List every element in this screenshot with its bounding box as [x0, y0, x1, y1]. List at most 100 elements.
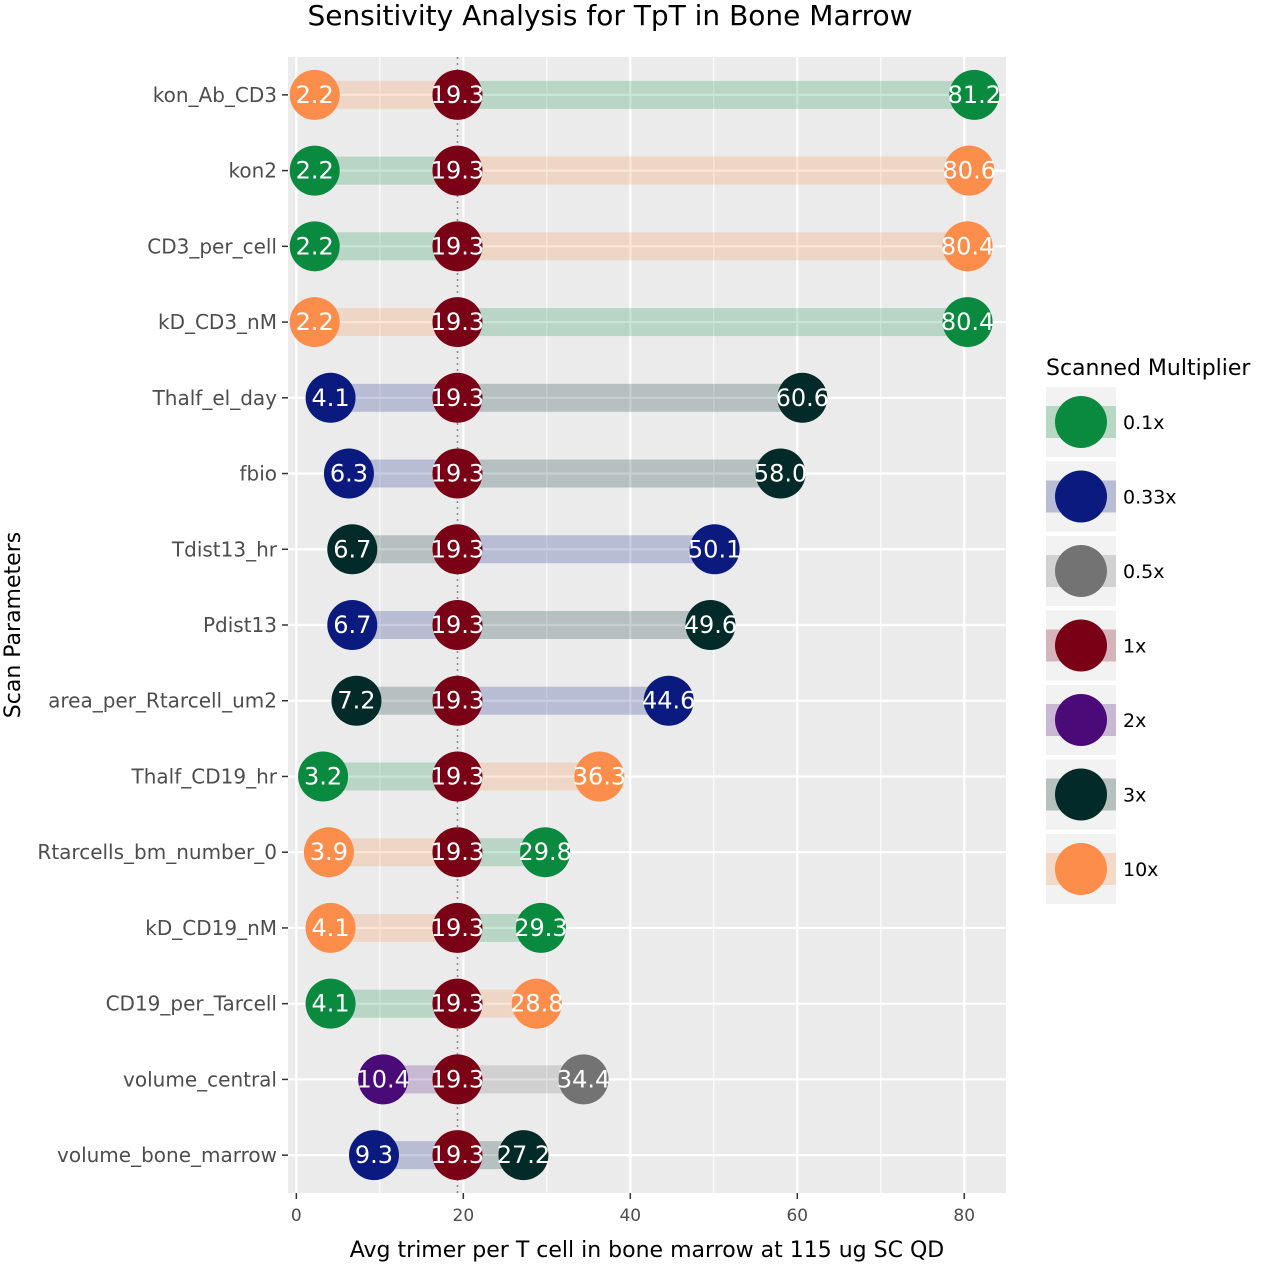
legend-label: 0.33x: [1123, 487, 1177, 509]
y-tick-label: Thalf_CD19_hr: [131, 764, 278, 788]
high-value-label: 80.4: [941, 232, 994, 260]
legend-item-0.1x: 0.1x: [1046, 387, 1164, 457]
row-CD19_per_Tarcell: 4.1 28.8 19.3: [305, 978, 564, 1029]
legend-key-dot: [1055, 545, 1107, 597]
y-tick-label: volume_bone_marrow: [57, 1143, 277, 1167]
high-point: [942, 297, 993, 348]
high-point: [511, 978, 562, 1029]
high-point: [515, 902, 566, 953]
high-point: [944, 145, 995, 196]
low-point: [289, 69, 340, 120]
legend-key-dot: [1055, 619, 1107, 672]
base-point: [432, 751, 483, 802]
base-point: [432, 902, 483, 953]
low-point: [348, 1130, 399, 1181]
legend-label: 2x: [1123, 710, 1146, 732]
y-tick-label: kD_CD19_nM: [145, 916, 277, 940]
x-axis-title: Avg trimer per T cell in bone marrow at …: [350, 1238, 944, 1263]
high-segment: [457, 459, 781, 488]
x-tick-label: 0: [291, 1206, 302, 1226]
high-segment: [457, 232, 968, 261]
high-point: [643, 675, 694, 726]
row-Pdist13: 6.7 49.6 19.3: [327, 600, 737, 650]
row-kD_CD19_nM: 4.1 29.3 19.3: [305, 902, 568, 953]
row-kon_Ab_CD3: 2.2 81.2 19.3: [289, 69, 1001, 120]
high-value-label: 58.0: [754, 460, 807, 488]
base-point: [432, 600, 483, 650]
x-tick-label: 20: [453, 1206, 475, 1226]
high-value-label: 29.3: [514, 914, 567, 942]
base-point: [432, 145, 483, 196]
legend-title: Scanned Multiplier: [1046, 356, 1251, 381]
high-value-label: 80.6: [943, 157, 996, 185]
y-tick-label: kon_Ab_CD3: [153, 83, 277, 107]
high-segment: [457, 383, 803, 412]
legend-item-1x: 1x: [1046, 610, 1146, 681]
high-point: [574, 751, 625, 802]
base-point: [432, 827, 483, 878]
legend-item-3x: 3x: [1046, 759, 1146, 830]
base-point: [432, 524, 483, 575]
low-value-label: 6.3: [330, 460, 368, 488]
low-value-label: 2.2: [296, 308, 334, 336]
high-value-label: 36.3: [573, 762, 626, 790]
low-point: [303, 827, 354, 878]
high-point: [520, 827, 571, 878]
high-value-label: 28.8: [510, 990, 563, 1018]
legend-item-2x: 2x: [1046, 685, 1146, 755]
row-area_per_Rtarcell_um2: 7.2 44.6 19.3: [331, 675, 695, 726]
x-axis: 0 20 40 60 80: [291, 1193, 975, 1226]
legend: Scanned Multiplier 0.1x 0.33x 0.5x 1x 2x 3x 10…: [1046, 356, 1251, 904]
row-volume_central: 10.4 34.4 19.3: [356, 1054, 610, 1105]
high-segment: [457, 611, 711, 639]
low-value-label: 4.1: [311, 384, 349, 412]
low-value-label: 3.9: [310, 838, 348, 866]
row-CD3_per_cell: 2.2 80.4 19.3: [289, 221, 994, 272]
high-point: [755, 448, 806, 499]
y-tick-label: area_per_Rtarcell_um2: [48, 689, 277, 713]
y-tick-label: fbio: [239, 462, 277, 486]
high-value-label: 60.6: [776, 384, 829, 412]
row-kD_CD3_nM: 2.2 80.4 19.3: [289, 297, 994, 348]
x-tick-label: 60: [786, 1206, 808, 1226]
base-value-label: 19.3: [431, 762, 484, 790]
y-axis: kon_Ab_CD3 kon2 CD3_per_cell kD_CD3_nM Thalf…: [37, 83, 288, 1167]
low-value-label: 7.2: [337, 687, 375, 715]
legend-label: 3x: [1123, 785, 1146, 807]
high-value-label: 34.4: [557, 1065, 610, 1093]
base-value-label: 19.3: [431, 611, 484, 639]
low-point: [323, 448, 374, 499]
low-point: [298, 751, 349, 802]
base-value-label: 19.3: [431, 914, 484, 942]
base-point: [432, 297, 483, 348]
high-segment: [457, 535, 715, 564]
y-tick-label: CD3_per_cell: [147, 234, 277, 258]
y-tick-label: Rtarcells_bm_number_0: [37, 840, 277, 864]
legend-item-0.33x: 0.33x: [1046, 461, 1177, 532]
high-point: [689, 524, 740, 575]
high-segment: [457, 686, 669, 715]
legend-key-dot: [1055, 843, 1107, 895]
legend-item-0.5x: 0.5x: [1046, 536, 1164, 606]
legend-label: 10x: [1123, 859, 1158, 881]
row-Rtarcells_bm_number_0: 3.9 29.8 19.3: [303, 827, 572, 878]
high-point: [949, 69, 1000, 120]
low-value-label: 6.7: [333, 611, 371, 639]
y-tick-label: Pdist13: [203, 613, 277, 637]
legend-label: 1x: [1123, 636, 1146, 658]
y-tick-label: kon2: [228, 159, 277, 183]
low-value-label: 2.2: [296, 157, 334, 185]
base-value-label: 19.3: [431, 81, 484, 109]
row-Thalf_el_day: 4.1 60.6 19.3: [305, 372, 829, 423]
low-point: [327, 600, 378, 650]
base-value-label: 19.3: [431, 1065, 484, 1093]
y-axis-title: Scan Parameters: [1, 532, 26, 718]
legend-key-dot: [1055, 694, 1107, 746]
y-tick-label: volume_central: [123, 1067, 277, 1091]
low-point: [358, 1054, 409, 1105]
low-value-label: 4.1: [311, 914, 349, 942]
high-value-label: 44.6: [642, 687, 695, 715]
high-point: [777, 372, 828, 423]
base-value-label: 19.3: [431, 990, 484, 1018]
